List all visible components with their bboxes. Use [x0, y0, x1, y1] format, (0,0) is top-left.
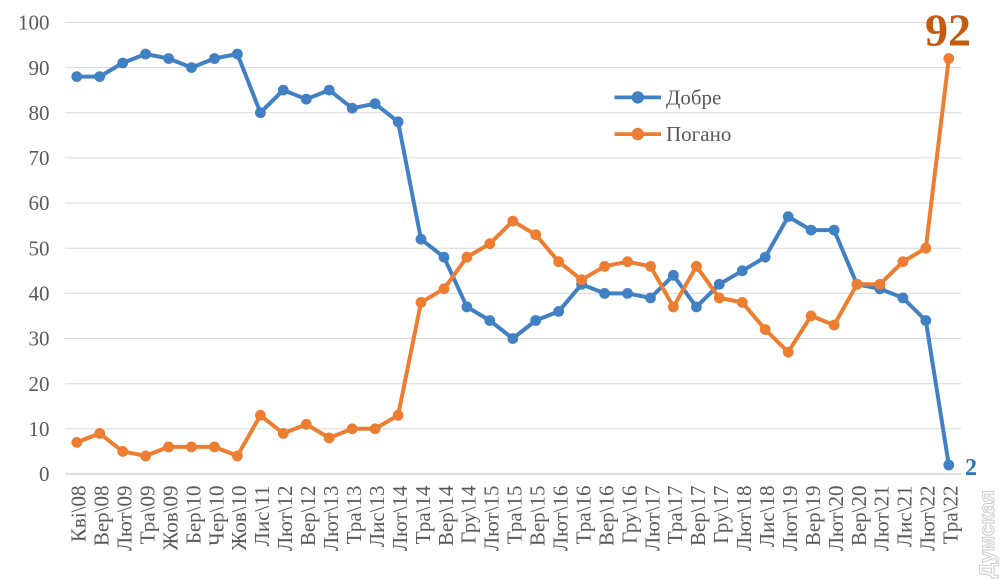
svg-text:50: 50 [29, 236, 50, 260]
svg-text:Вер\14: Вер\14 [434, 485, 458, 546]
svg-text:Лют\13: Лют\13 [319, 486, 343, 552]
svg-text:Гру\16: Гру\16 [617, 486, 641, 544]
svg-text:Тра\15: Тра\15 [503, 486, 527, 545]
svg-text:Гру\14: Гру\14 [457, 485, 481, 544]
svg-text:60: 60 [29, 191, 50, 215]
svg-text:Лют\16: Лют\16 [549, 486, 573, 552]
svg-text:Вер\20: Вер\20 [847, 486, 871, 547]
svg-text:Лют\15: Лют\15 [480, 485, 504, 551]
svg-text:30: 30 [29, 327, 50, 351]
svg-text:90: 90 [29, 56, 50, 80]
svg-text:92: 92 [925, 5, 971, 56]
svg-text:80: 80 [29, 101, 50, 125]
svg-text:70: 70 [29, 146, 50, 170]
svg-text:20: 20 [29, 372, 50, 396]
svg-text:10: 10 [29, 417, 50, 441]
svg-text:0: 0 [39, 462, 50, 486]
svg-text:Лис\21: Лис\21 [893, 486, 917, 548]
svg-text:Вер\17: Вер\17 [686, 486, 710, 547]
svg-text:40: 40 [29, 282, 50, 306]
svg-text:Лют\12: Лют\12 [273, 486, 297, 552]
svg-text:Жов\10: Жов\10 [227, 486, 251, 551]
svg-text:Жов\09: Жов\09 [158, 486, 182, 551]
svg-text:Лис\11: Лис\11 [250, 486, 274, 547]
svg-text:Лют\18: Лют\18 [732, 486, 756, 552]
svg-text:Гру\17: Гру\17 [709, 486, 733, 544]
svg-text:Лис\18: Лис\18 [755, 486, 779, 548]
svg-text:Вер\08: Вер\08 [90, 486, 114, 547]
svg-text:Вер\16: Вер\16 [594, 486, 618, 547]
svg-text:Лют\22: Лют\22 [916, 486, 940, 552]
svg-text:Вер\15: Вер\15 [526, 486, 550, 547]
svg-text:Лют\09: Лют\09 [113, 486, 137, 552]
svg-text:Тра\09: Тра\09 [135, 486, 159, 545]
svg-text:2: 2 [965, 455, 977, 481]
svg-text:Добре: Добре [666, 86, 721, 110]
svg-text:Лют\14: Лют\14 [388, 485, 412, 551]
svg-text:Тра\13: Тра\13 [342, 486, 366, 545]
svg-text:Погано: Погано [666, 122, 731, 146]
svg-text:Бер\10: Бер\10 [181, 486, 205, 545]
svg-text:Тра\16: Тра\16 [571, 486, 595, 545]
svg-text:Кві\08: Кві\08 [67, 486, 91, 543]
svg-text:Тра\17: Тра\17 [663, 486, 687, 545]
svg-text:Тра\22: Тра\22 [939, 486, 963, 545]
svg-text:Тра\14: Тра\14 [411, 485, 435, 544]
svg-text:Чер\10: Чер\10 [204, 486, 228, 546]
svg-text:Думская: Думская [976, 490, 999, 578]
svg-text:Лют\17: Лют\17 [640, 486, 664, 552]
svg-text:Лис\13: Лис\13 [365, 486, 389, 548]
svg-text:Вер\12: Вер\12 [296, 486, 320, 547]
svg-text:Лют\21: Лют\21 [870, 486, 894, 552]
svg-text:Вер\19: Вер\19 [801, 486, 825, 547]
svg-text:100: 100 [18, 11, 50, 35]
svg-text:Лют\19: Лют\19 [778, 486, 802, 552]
svg-text:Лют\20: Лют\20 [824, 486, 848, 552]
